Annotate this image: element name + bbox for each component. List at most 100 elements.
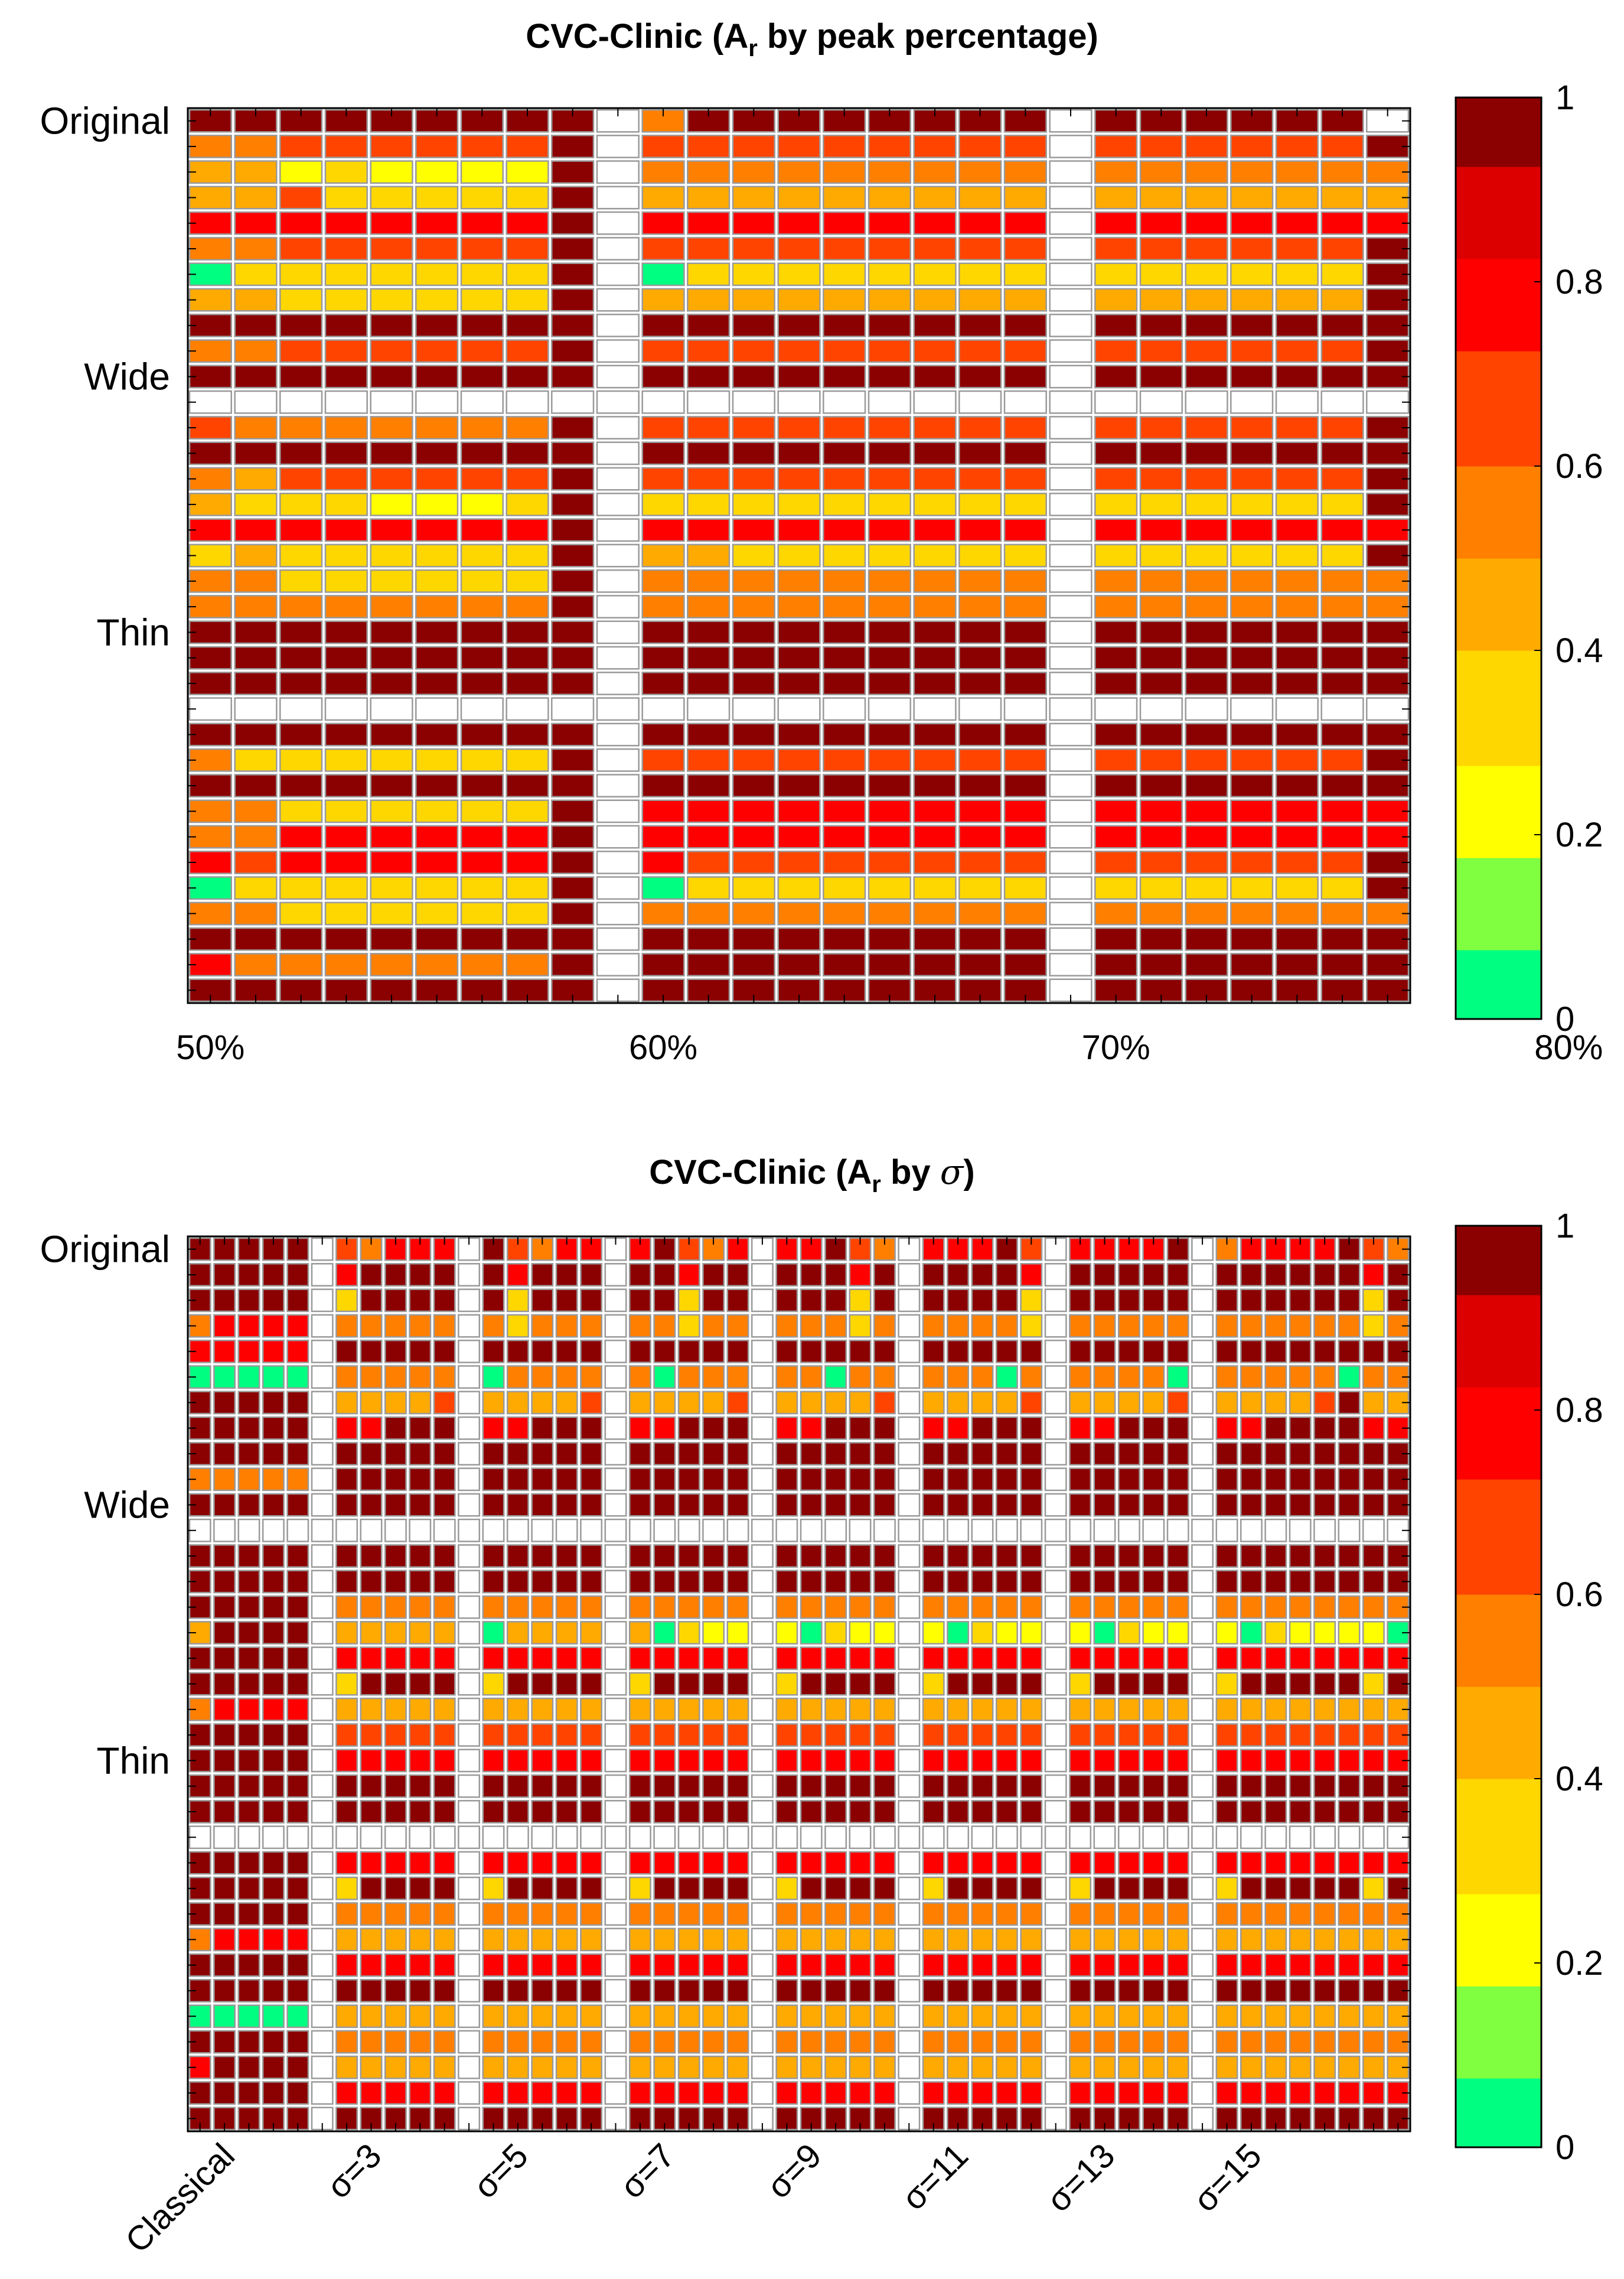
- heatmap-cell: [775, 1263, 798, 1287]
- heatmap-cell: [677, 1493, 700, 1517]
- heatmap-cell: [433, 2030, 456, 2054]
- heatmap-cell: [641, 851, 685, 874]
- heatmap-cell: [1215, 1391, 1238, 1415]
- heatmap-cell: [384, 1979, 407, 2003]
- heatmap-cell: [824, 1339, 847, 1363]
- heatmap-cell: [311, 1876, 334, 1900]
- heatmap-cell: [913, 135, 957, 158]
- heatmap-cell: [1215, 1339, 1238, 1363]
- heatmap-cell: [1044, 1391, 1067, 1415]
- heatmap-cell: [433, 2055, 456, 2079]
- heatmap-cell: [1117, 1646, 1140, 1671]
- heatmap-cell: [1191, 2004, 1214, 2029]
- heatmap-cell: [1313, 2081, 1336, 2105]
- heatmap-cell: [1142, 1825, 1165, 1850]
- heatmap-cell: [237, 1979, 260, 2003]
- heatmap-cell: [995, 1672, 1018, 1696]
- heatmap-cell: [1185, 774, 1228, 797]
- heatmap-cell: [1366, 211, 1410, 235]
- heatmap-cell: [237, 1851, 260, 1875]
- heatmap-cell: [604, 2030, 627, 2054]
- heatmap-cell: [531, 1979, 554, 2003]
- heatmap-cell: [1117, 1928, 1140, 1952]
- heatmap-cell: [1338, 1774, 1361, 1798]
- heatmap-cell: [1366, 135, 1410, 158]
- heatmap-cell: [868, 493, 911, 516]
- heatmap-cell: [1142, 1570, 1165, 1594]
- heatmap-cell: [262, 2004, 285, 2029]
- heatmap-cell: [1185, 851, 1228, 874]
- heatmap-cell: [777, 160, 821, 184]
- heatmap-cell: [188, 416, 232, 439]
- heatmap-cell: [1362, 1749, 1385, 1773]
- heatmap-cell: [971, 1570, 994, 1594]
- heatmap-cell: [1142, 1672, 1165, 1696]
- heatmap-cell: [732, 901, 775, 926]
- heatmap-cell: [460, 288, 504, 312]
- heatmap-cell: [506, 493, 549, 516]
- heatmap-cell: [1094, 364, 1138, 389]
- heatmap-cell: [1044, 1288, 1067, 1313]
- colorbar-tick-label: 0.4: [1555, 1760, 1603, 1798]
- heatmap-cell: [971, 1365, 994, 1389]
- heatmap-cell: [628, 1749, 651, 1773]
- heatmap-cell: [506, 722, 549, 747]
- heatmap-cell: [506, 1672, 529, 1696]
- heatmap-cell: [628, 2055, 651, 2079]
- heatmap-cell: [279, 569, 323, 593]
- heatmap-cell: [604, 1518, 627, 1542]
- heatmap-cell: [506, 569, 549, 593]
- heatmap-cell: [971, 1928, 994, 1952]
- heatmap-cell: [687, 825, 731, 849]
- heatmap-cell: [604, 1672, 627, 1696]
- heatmap-cell: [237, 1365, 260, 1389]
- heatmap-cell: [1313, 1570, 1336, 1594]
- heatmap-cell: [604, 1416, 627, 1440]
- heatmap-cell: [555, 1800, 578, 1824]
- heatmap-cell: [995, 1646, 1018, 1671]
- heatmap-cell: [213, 1851, 236, 1875]
- heatmap-cell: [482, 1672, 505, 1696]
- heatmap-cell: [1117, 1825, 1140, 1850]
- heatmap-cell: [1166, 1365, 1189, 1389]
- heatmap-cell: [751, 1339, 774, 1363]
- heatmap-cell: [653, 1416, 676, 1440]
- heatmap-cell: [873, 1723, 896, 1747]
- heatmap-cell: [1093, 1876, 1116, 1900]
- heatmap-cell: [1044, 1263, 1067, 1287]
- heatmap-cell: [958, 314, 1002, 337]
- heatmap-cell: [311, 1646, 334, 1671]
- heatmap-cell: [1230, 569, 1274, 593]
- colorbar-band: [1456, 673, 1541, 697]
- heatmap-cell: [1020, 2004, 1043, 2029]
- heatmap-cell: [873, 1595, 896, 1619]
- heatmap-cell: [947, 2055, 970, 2079]
- heatmap-cell: [1289, 1902, 1312, 1926]
- heatmap-cell: [433, 1518, 456, 1542]
- heatmap-cell: [800, 1697, 823, 1721]
- heatmap-cell: [824, 1493, 847, 1517]
- heatmap-cell: [360, 2004, 383, 2029]
- heatmap-cell: [800, 1774, 823, 1798]
- heatmap-cell: [800, 1263, 823, 1287]
- heatmap-cell: [1320, 135, 1364, 158]
- heatmap-cell: [234, 416, 278, 439]
- heatmap-cell: [732, 364, 775, 389]
- heatmap-cell: [1069, 1749, 1092, 1773]
- heatmap-cell: [1362, 1339, 1385, 1363]
- heatmap-cell: [335, 1263, 358, 1287]
- heatmap-cell: [604, 1621, 627, 1645]
- heatmap-cell: [506, 748, 549, 772]
- heatmap-cell: [1289, 1825, 1312, 1850]
- heatmap-cell: [1366, 672, 1410, 695]
- heatmap-cell: [687, 595, 731, 618]
- colorbar-band: [1456, 604, 1541, 628]
- heatmap-cell: [384, 1467, 407, 1492]
- heatmap-cell: [1093, 1902, 1116, 1926]
- heatmap-cell: [1166, 1391, 1189, 1415]
- heatmap-cell: [1320, 237, 1364, 261]
- heatmap-cell: [628, 1646, 651, 1671]
- heatmap-cell: [775, 1339, 798, 1363]
- heatmap-cell: [415, 953, 459, 976]
- heatmap-cell: [1338, 1953, 1361, 1977]
